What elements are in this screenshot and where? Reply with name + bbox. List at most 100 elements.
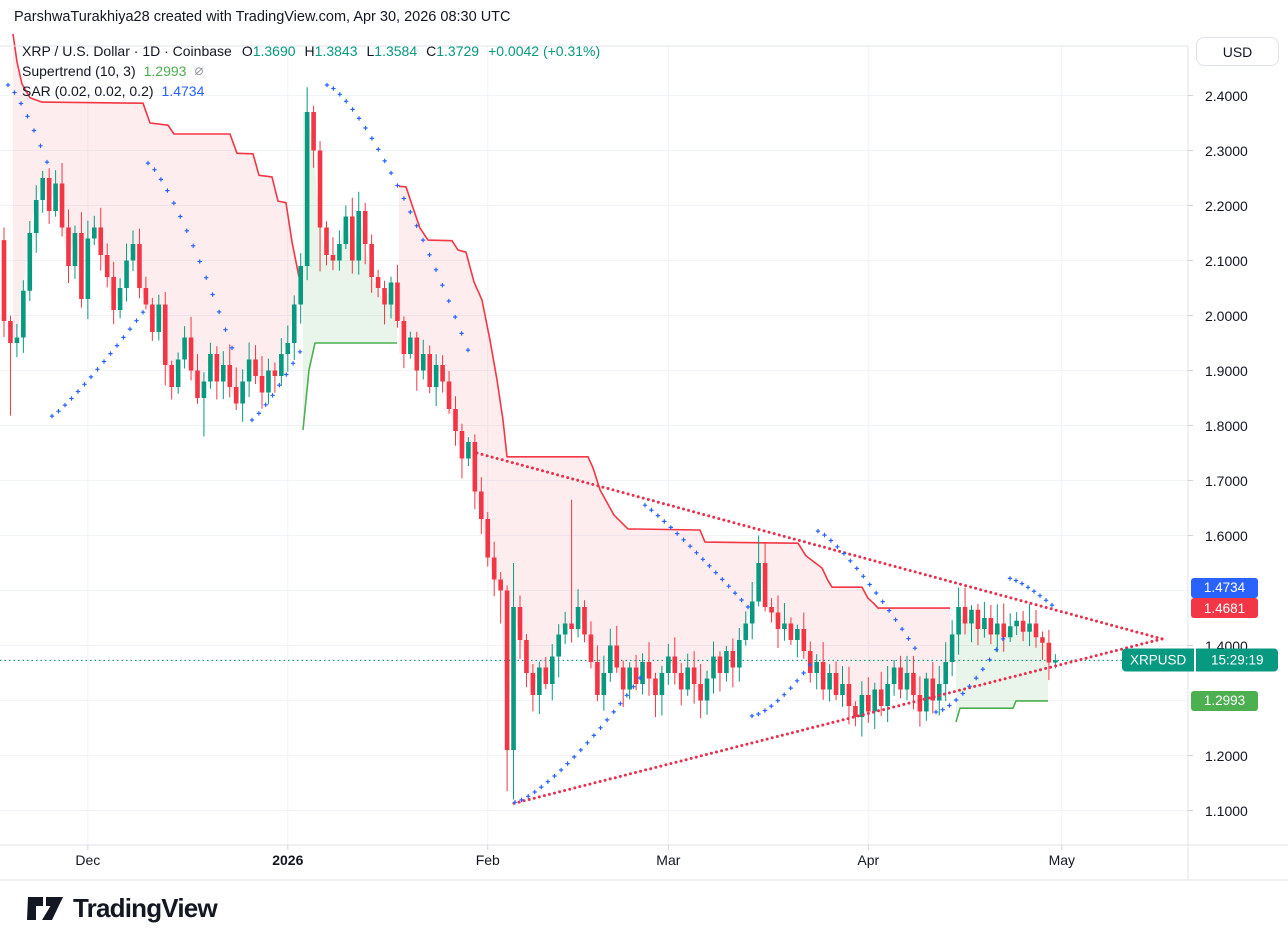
candle-body [807,651,813,673]
candle-body [214,354,220,382]
candle-body [72,233,78,266]
candle-body [788,623,794,640]
candle-body [375,277,381,288]
tradingview-logo[interactable]: TradingView [27,893,218,924]
candle-body [749,601,755,624]
candle-body [878,689,884,706]
candle-body [549,656,555,684]
tradingview-logo-icon [27,897,63,920]
ohlc-h-value: H1.3843 [304,43,358,59]
price-axis-label: 2.4000 [1205,87,1248,104]
candle-body [782,623,787,629]
candle-body [982,618,987,629]
price-axis-label: 1.8000 [1205,417,1248,434]
candle-body [440,365,445,382]
supertrend-fill [303,112,397,430]
candle-body [969,609,974,624]
candle-body [659,673,665,695]
candle-body [1,240,7,321]
candle-body [898,667,903,690]
candle-body [85,238,91,299]
tradingview-logo-text: TradingView [73,893,218,923]
candle-body [98,227,104,255]
time-axis-label: Dec [75,852,101,868]
candle-body [582,607,587,635]
candle-body [143,288,149,305]
candle-body [646,662,652,679]
candle-body [124,260,129,288]
candle-body [79,233,84,299]
candle-body [201,381,207,398]
supertrend-line [398,185,950,609]
candle-body [46,178,52,211]
candle-body [479,491,484,519]
candle-body [233,387,239,404]
ohlc-o-value: O1.3690 [241,43,296,59]
candle-body [472,442,478,492]
candle-body [195,370,200,398]
candle-body [995,623,1000,635]
candle-body [59,183,65,228]
candle-body [253,359,258,376]
candle-body [324,227,329,255]
candle-body [382,288,387,305]
price-axis-label: 2.3000 [1205,142,1248,159]
legend-supertrend-row: Supertrend (10, 3) 1.2993 ⌀ [22,61,600,81]
candle-body [859,695,865,717]
candle-body [150,304,155,332]
candle-body [137,244,142,288]
hide-indicator-icon[interactable]: ⌀ [194,62,204,79]
candle-body [291,304,297,343]
currency-unit-button[interactable]: USD [1196,37,1279,66]
candle-body [685,667,690,690]
candle-body [724,651,729,673]
candle-body [40,178,45,200]
candle-body [698,684,703,701]
legend-sar-row: SAR (0.02, 0.02, 0.2) 1.4734 [22,81,600,101]
candle-body [162,304,168,365]
candle-body [240,381,245,404]
candle-body [775,612,781,629]
sar-dots [5,82,1055,805]
candle-body [246,359,252,382]
candle-body [182,337,187,360]
candle-body [169,365,174,387]
candle-body [678,673,684,690]
candle-body [911,673,916,695]
candle-body [304,112,310,266]
red-level-badge: 1.4681 [1191,598,1258,619]
supertrend-value: 1.2993 [143,63,187,79]
time-axis-label: May [1048,852,1076,868]
candle-body [620,667,626,690]
candle-body [156,304,162,332]
candle-body [588,634,594,662]
candle-body [795,629,800,640]
candle-body [737,640,742,668]
candle-body [1033,623,1039,638]
candle-series [1,87,1058,800]
candle-body [556,634,561,657]
candle-body [730,651,736,668]
candle-body [530,673,536,695]
candle-body [414,337,420,371]
candle-body [820,662,826,690]
price-axis-label: 2.0000 [1205,307,1248,324]
candle-body [769,607,774,613]
supertrend-line [302,342,397,430]
candle-body [575,607,581,629]
candle-body [846,684,852,706]
candle-body [362,211,368,244]
candle-body [311,112,316,151]
candle-body [569,623,574,629]
candle-body [833,673,839,695]
candle-body [356,211,362,261]
ohlc-c-value: C1.3729 [426,43,480,59]
candle-body [298,266,303,305]
price-axis-label: 1.6000 [1205,527,1248,544]
candle-body [614,645,620,668]
candle-body [840,684,845,695]
candle-body [537,667,542,695]
supertrend-label: Supertrend (10, 3) [22,63,136,79]
candle-body [717,656,723,673]
